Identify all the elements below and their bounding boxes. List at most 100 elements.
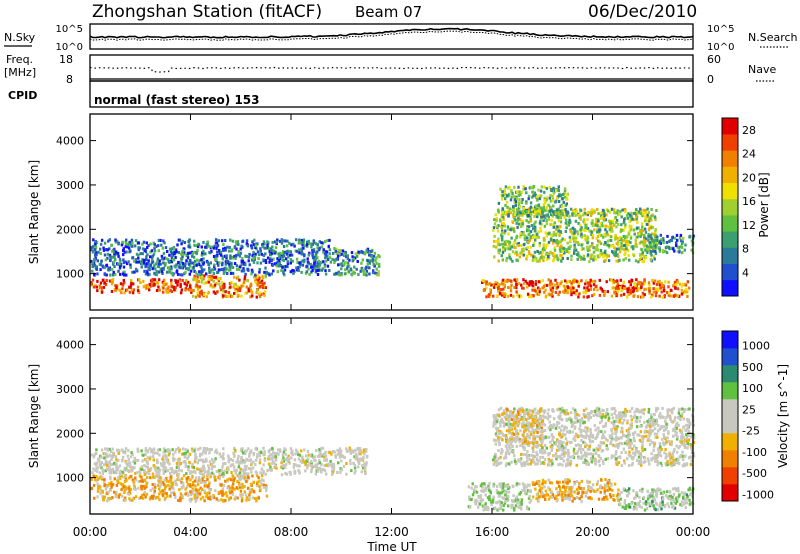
power-cell — [646, 247, 649, 251]
power-cell — [682, 282, 685, 286]
vel-cell — [98, 459, 101, 463]
power-cell — [92, 238, 95, 242]
vel-cell — [474, 502, 477, 506]
vel-cell — [329, 463, 332, 467]
vel-cell — [617, 488, 620, 492]
vel-cell — [580, 479, 584, 483]
power-cell — [179, 283, 182, 287]
vel-cell — [263, 458, 267, 462]
vel-cell — [517, 498, 520, 502]
vel-cell — [205, 459, 208, 463]
vel-cell — [189, 471, 192, 475]
power-cell — [99, 252, 102, 255]
power-cell — [678, 250, 681, 254]
power-cell — [167, 258, 170, 262]
vel-cell — [322, 467, 325, 471]
vel-cell — [269, 457, 272, 461]
vel-cell — [469, 498, 472, 502]
vel-cell — [239, 448, 243, 452]
power-cell — [506, 227, 510, 231]
power-cell — [520, 201, 524, 204]
vel-cell — [184, 460, 187, 463]
power-cell — [649, 251, 652, 255]
power-cell — [366, 247, 370, 251]
vel-cell — [307, 453, 311, 457]
power-cell — [328, 248, 332, 252]
ytick-label: 4000 — [56, 135, 84, 148]
vel-cell — [146, 450, 150, 454]
vel-cell — [109, 450, 113, 453]
power-cell — [258, 281, 262, 285]
vel-cell — [353, 455, 356, 459]
power-cell — [529, 281, 532, 284]
power-cell — [639, 234, 642, 238]
vel-cell — [156, 468, 159, 472]
power-cell — [539, 189, 543, 193]
vel-cell — [101, 497, 105, 501]
power-cell — [316, 273, 320, 276]
power-cell — [563, 286, 567, 290]
power-cell — [533, 250, 537, 254]
vel-cell — [304, 462, 307, 466]
vel-cell — [179, 496, 182, 500]
vel-cell — [365, 447, 368, 451]
power-cell — [193, 243, 196, 247]
power-cell — [543, 185, 546, 189]
vel-cell — [205, 457, 208, 461]
vel-cell — [523, 488, 527, 492]
power-cell — [554, 228, 558, 231]
power-cell — [531, 284, 535, 288]
power-cell — [635, 208, 638, 212]
vel-cell — [482, 482, 486, 486]
power-cell — [504, 293, 508, 297]
power-cell — [241, 284, 245, 288]
power-cell — [651, 249, 655, 253]
vel-cell — [505, 484, 508, 487]
vel-cell — [181, 452, 184, 456]
power-cell — [368, 253, 371, 257]
power-cell — [211, 268, 214, 272]
power-cell — [147, 265, 150, 269]
power-cell — [621, 284, 625, 288]
power-cell — [188, 272, 191, 276]
power-cell — [212, 255, 216, 258]
power-cell — [205, 295, 208, 299]
power-cell — [547, 215, 550, 219]
vel-cell — [604, 478, 607, 481]
power-cell — [206, 260, 209, 264]
power-cell — [676, 250, 680, 253]
power-cell — [515, 234, 519, 238]
power-cell — [272, 269, 275, 273]
power-cell — [557, 189, 560, 192]
power-cell — [493, 239, 496, 243]
vel-cell — [164, 484, 167, 488]
vel-cell — [620, 491, 623, 494]
power-cell — [666, 234, 669, 238]
power-cell — [122, 253, 125, 257]
power-cell — [649, 249, 652, 253]
vel-cell — [211, 496, 214, 500]
power-cell — [622, 228, 625, 232]
power-cell — [175, 269, 179, 273]
power-cell — [145, 255, 148, 259]
power-cell — [567, 246, 570, 250]
power-cell — [195, 278, 199, 282]
vel-cell — [310, 470, 313, 474]
power-cell — [492, 285, 496, 289]
power-cell — [365, 269, 368, 273]
power-cell — [132, 282, 135, 286]
power-cell — [113, 260, 116, 264]
vel-cell — [165, 459, 169, 463]
power-cell — [485, 286, 488, 290]
power-cell — [225, 256, 228, 260]
noise-left-tick-top: 10^5 — [56, 24, 83, 35]
power-cell — [679, 245, 683, 249]
power-cell — [673, 236, 677, 240]
vel-cell — [532, 482, 535, 486]
power-cell — [136, 269, 139, 273]
power-cell — [528, 186, 531, 190]
vel-cell — [158, 498, 161, 502]
power-cell — [99, 268, 102, 272]
vel-cell — [633, 505, 636, 509]
vel-cell — [192, 481, 195, 484]
